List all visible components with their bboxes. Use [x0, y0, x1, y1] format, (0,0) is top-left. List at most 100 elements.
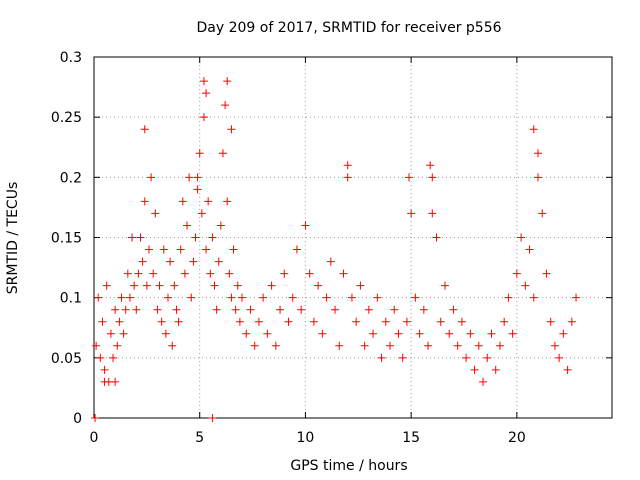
data-point	[267, 281, 276, 290]
data-point	[390, 305, 399, 314]
data-point	[301, 221, 310, 230]
data-point	[229, 245, 238, 254]
data-point	[191, 233, 200, 242]
x-tick-label: 0	[90, 430, 99, 446]
data-point	[428, 209, 437, 218]
data-point	[164, 293, 172, 302]
data-point	[113, 341, 122, 350]
data-point	[339, 269, 348, 278]
data-point	[102, 281, 111, 290]
data-point	[405, 173, 414, 182]
x-tick-label: 20	[508, 430, 526, 446]
data-point	[419, 305, 428, 314]
data-point	[208, 414, 217, 422]
data-point	[426, 161, 435, 170]
data-point	[212, 305, 221, 314]
data-point	[309, 317, 318, 326]
data-point	[500, 317, 509, 326]
data-point	[115, 317, 124, 326]
data-point	[555, 353, 564, 362]
data-point	[386, 341, 394, 350]
data-point	[149, 269, 158, 278]
y-tick-label: 0.3	[60, 50, 82, 66]
data-point	[125, 293, 134, 302]
data-point	[462, 353, 471, 362]
data-point	[223, 77, 232, 86]
data-point	[174, 317, 183, 326]
data-point	[123, 269, 132, 278]
data-point	[238, 293, 246, 302]
data-point	[121, 305, 130, 314]
data-point	[343, 161, 352, 170]
data-point	[172, 305, 181, 314]
data-point	[326, 257, 335, 266]
data-point	[343, 173, 352, 182]
y-tick-label: 0.25	[51, 110, 82, 126]
x-tick-label: 10	[297, 430, 315, 446]
data-point	[159, 245, 168, 254]
data-point	[117, 293, 126, 302]
data-point	[466, 329, 475, 338]
data-point	[259, 293, 268, 302]
data-point	[136, 233, 145, 242]
data-point	[199, 77, 208, 86]
data-point	[381, 317, 390, 326]
data-point	[210, 281, 219, 290]
data-point	[225, 269, 234, 278]
data-point	[134, 269, 143, 278]
data-point	[130, 281, 139, 290]
data-point	[449, 305, 458, 314]
y-tick-label: 0	[73, 411, 82, 427]
data-point	[168, 341, 177, 350]
data-point	[512, 269, 521, 278]
data-point	[352, 317, 361, 326]
data-point	[508, 329, 517, 338]
data-point	[529, 125, 538, 134]
data-point	[495, 341, 504, 350]
points-layer	[91, 77, 581, 422]
data-point	[223, 197, 232, 206]
data-point	[100, 377, 109, 386]
ticks-layer: 0 0.05 0.1 0.15 0.2 0.25 0.3 0 5 10 15 20	[51, 50, 612, 446]
y-tick-label: 0.1	[60, 291, 82, 307]
data-point	[235, 317, 244, 326]
data-point	[147, 173, 156, 182]
data-point	[92, 341, 101, 350]
data-point	[538, 209, 547, 218]
data-point	[142, 281, 151, 290]
data-point	[356, 281, 365, 290]
data-point	[176, 245, 185, 254]
data-point	[445, 329, 454, 338]
y-tick-label: 0.15	[51, 231, 82, 247]
data-point	[411, 293, 420, 302]
data-point	[297, 305, 306, 314]
data-point	[94, 293, 103, 302]
data-point	[567, 317, 576, 326]
data-point	[517, 233, 526, 242]
data-point	[151, 209, 160, 218]
data-point	[185, 173, 194, 182]
data-point	[128, 233, 137, 242]
data-point	[180, 269, 189, 278]
data-point	[227, 293, 236, 302]
data-point	[199, 113, 208, 122]
data-point	[106, 329, 115, 338]
data-point	[457, 317, 466, 326]
data-point	[100, 365, 109, 374]
data-point	[119, 329, 128, 338]
data-point	[195, 149, 204, 158]
data-point	[216, 221, 225, 230]
data-point	[208, 233, 217, 242]
data-point	[246, 305, 255, 314]
data-point	[322, 293, 331, 302]
data-point	[314, 281, 323, 290]
data-point	[491, 365, 500, 374]
data-point	[377, 353, 386, 362]
data-point	[91, 414, 100, 422]
data-point	[109, 353, 118, 362]
data-point	[292, 245, 301, 254]
data-point	[415, 329, 424, 338]
data-point	[166, 257, 175, 266]
data-point	[331, 305, 340, 314]
data-point	[111, 377, 120, 386]
